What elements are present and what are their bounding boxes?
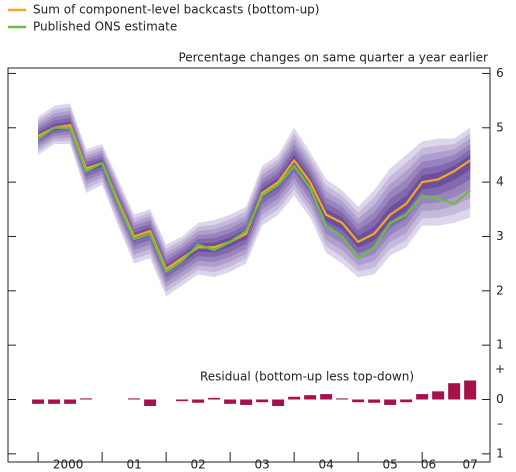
series-line [37,126,471,273]
y-sign-label: – [497,416,503,430]
y-sign-label: + [495,362,505,376]
annotation: Residual (bottom-up less top-down) [200,370,414,384]
x-tick-label: 05 [383,458,398,472]
y-tick-label: 1 [496,446,504,460]
residual-bar [384,399,397,405]
x-tick-label: 01 [126,458,141,472]
residual-bar [224,399,237,404]
residual-bar [432,391,445,400]
residual-bar [464,380,477,400]
x-tick-label: 02 [190,458,205,472]
residual-bar [416,394,429,400]
y-tick-label: 2 [496,283,504,297]
y-tick-label: 3 [496,229,504,243]
x-tick-label: 04 [318,458,333,472]
residual-bar [80,398,93,400]
plot-frame [7,67,491,463]
residual-bar [256,399,269,403]
y-tick-label: 5 [496,120,504,134]
residual-bar [400,399,413,403]
y-tick-label: 6 [496,66,504,80]
y-tick-label: 1 [496,338,504,352]
residual-bar [320,394,333,400]
x-tick-label: 06 [421,458,436,472]
x-tick-label: 2000 [53,458,84,472]
residual-bar [448,383,461,400]
residual-bar [48,399,61,404]
residual-bar [64,399,77,404]
legend-label: Sum of component-level backcasts (bottom… [33,3,319,17]
residual-bar [208,397,221,400]
x-tick-label: 03 [254,458,269,472]
residual-bar [368,399,381,403]
residual-bar [144,399,157,407]
residual-bar [272,399,285,407]
subtitle: Percentage changes on same quarter a yea… [178,51,488,65]
residual-bar [32,399,45,404]
legend-label: Published ONS estimate [33,20,177,34]
residual-bar [336,398,349,400]
residual-bar [176,399,189,402]
residual-bar [128,398,141,400]
residual-bar [304,395,317,400]
x-tick-label: 07 [463,458,478,472]
residual-bar [240,399,253,405]
y-tick-label: 4 [496,175,504,189]
residual-bar [288,396,301,400]
y-tick-label: 0 [496,392,504,406]
residual-bar [352,399,365,403]
residual-bar [192,399,205,403]
